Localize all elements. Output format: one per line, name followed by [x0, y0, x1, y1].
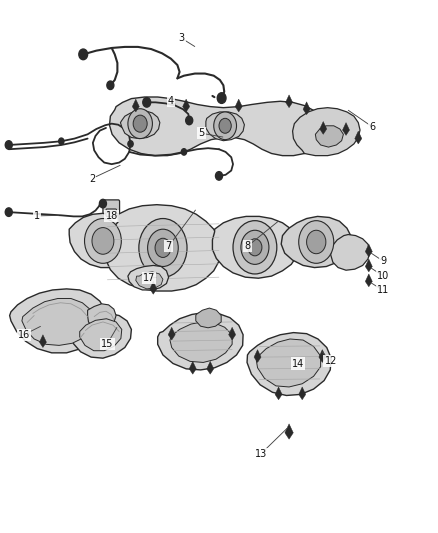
Text: 15: 15	[101, 339, 113, 349]
Polygon shape	[128, 265, 169, 290]
Text: 17: 17	[143, 273, 155, 283]
Text: 7: 7	[166, 241, 172, 251]
Text: 1: 1	[34, 211, 40, 221]
Polygon shape	[150, 281, 157, 294]
Text: 10: 10	[377, 271, 389, 281]
Circle shape	[107, 81, 114, 90]
Polygon shape	[254, 350, 261, 362]
Circle shape	[92, 228, 114, 254]
Circle shape	[99, 199, 106, 208]
Polygon shape	[212, 216, 299, 278]
Circle shape	[79, 49, 88, 60]
Polygon shape	[196, 308, 221, 328]
Text: 16: 16	[18, 330, 30, 340]
FancyBboxPatch shape	[106, 209, 117, 216]
Circle shape	[186, 116, 193, 125]
Polygon shape	[320, 122, 327, 134]
Polygon shape	[105, 205, 221, 291]
Circle shape	[299, 221, 334, 263]
Polygon shape	[286, 95, 293, 108]
Polygon shape	[315, 126, 343, 147]
Circle shape	[215, 172, 223, 180]
FancyBboxPatch shape	[103, 200, 120, 214]
Polygon shape	[110, 97, 325, 156]
Polygon shape	[256, 339, 321, 387]
Circle shape	[155, 238, 171, 257]
Polygon shape	[158, 312, 243, 370]
Text: 2: 2	[89, 174, 95, 183]
Polygon shape	[206, 112, 244, 141]
Circle shape	[85, 219, 121, 263]
Polygon shape	[285, 424, 293, 439]
Polygon shape	[281, 216, 351, 268]
Polygon shape	[69, 213, 137, 268]
Text: 18: 18	[106, 211, 118, 221]
Polygon shape	[70, 313, 131, 358]
Circle shape	[148, 229, 178, 266]
Polygon shape	[235, 99, 242, 112]
Circle shape	[248, 239, 262, 256]
Circle shape	[233, 221, 277, 274]
Text: 3: 3	[179, 34, 185, 43]
Text: 8: 8	[244, 241, 251, 251]
Circle shape	[133, 115, 147, 132]
Circle shape	[307, 230, 326, 254]
Polygon shape	[247, 333, 331, 395]
Polygon shape	[365, 244, 372, 257]
Polygon shape	[80, 319, 122, 351]
Text: 9: 9	[380, 256, 386, 266]
Polygon shape	[365, 274, 372, 287]
Text: 11: 11	[377, 286, 389, 295]
Text: 12: 12	[325, 357, 337, 366]
Circle shape	[5, 141, 12, 149]
Polygon shape	[88, 304, 116, 329]
Polygon shape	[365, 259, 372, 272]
Circle shape	[143, 98, 151, 107]
Polygon shape	[39, 335, 46, 348]
Polygon shape	[207, 361, 214, 374]
Circle shape	[5, 208, 12, 216]
Circle shape	[128, 141, 133, 147]
Polygon shape	[22, 298, 94, 345]
Polygon shape	[120, 111, 160, 139]
Polygon shape	[136, 272, 163, 289]
Polygon shape	[303, 102, 310, 115]
Polygon shape	[189, 361, 196, 374]
Circle shape	[128, 109, 152, 139]
Polygon shape	[132, 99, 139, 112]
Polygon shape	[343, 123, 350, 135]
Text: 6: 6	[369, 122, 375, 132]
Polygon shape	[275, 387, 282, 400]
Polygon shape	[331, 235, 370, 270]
Polygon shape	[355, 131, 362, 144]
Text: 4: 4	[168, 96, 174, 106]
Polygon shape	[170, 322, 232, 362]
Circle shape	[181, 149, 187, 155]
Text: 13: 13	[254, 449, 267, 459]
Polygon shape	[229, 327, 236, 340]
Polygon shape	[168, 327, 175, 340]
Polygon shape	[183, 99, 190, 112]
Circle shape	[59, 138, 64, 144]
Polygon shape	[293, 108, 360, 156]
Circle shape	[219, 118, 231, 133]
Text: 14: 14	[292, 359, 304, 368]
Circle shape	[241, 230, 269, 264]
Circle shape	[139, 219, 187, 277]
Circle shape	[217, 93, 226, 103]
Polygon shape	[10, 289, 106, 353]
Polygon shape	[319, 350, 326, 362]
Polygon shape	[299, 387, 306, 400]
Text: 5: 5	[198, 128, 205, 138]
Circle shape	[214, 112, 237, 140]
